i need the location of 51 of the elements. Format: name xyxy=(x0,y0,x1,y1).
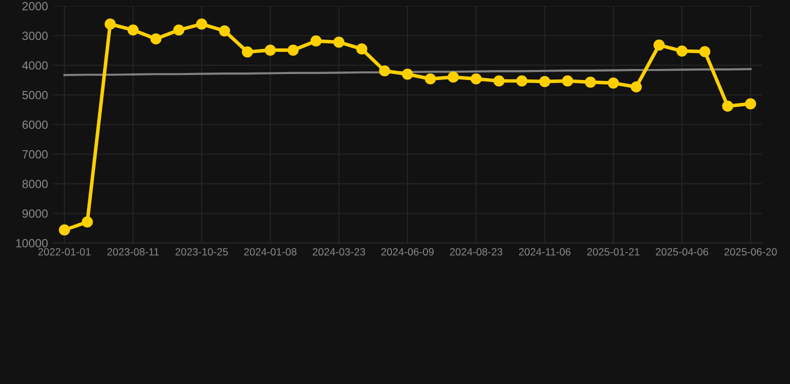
y-tick-label: 9000 xyxy=(22,209,48,218)
point xyxy=(562,75,574,87)
x-tick-label: 2025-04-06 xyxy=(656,248,708,256)
point xyxy=(82,216,93,228)
y-tick-label: 6000 xyxy=(22,120,48,129)
point xyxy=(699,46,710,58)
point xyxy=(516,75,528,87)
y-tick-label: 2000 xyxy=(22,2,48,10)
point xyxy=(173,24,184,36)
y-tick-label: 10000 xyxy=(16,239,48,248)
x-tick-label: 2024-08-23 xyxy=(450,248,502,256)
x-tick-label: 2024-06-09 xyxy=(381,248,434,256)
x-tick-label: 2024-11-06 xyxy=(518,248,571,256)
x-tick-label: 2025-01-21 xyxy=(587,248,640,256)
x-tick-label: 2022-01-01 xyxy=(38,248,91,256)
point xyxy=(448,72,459,83)
point xyxy=(584,76,596,88)
x-tick-label: 2023-08-11 xyxy=(107,248,159,256)
x-tick-label: 2024-01-08 xyxy=(244,248,296,256)
point xyxy=(676,45,688,57)
y-tick-label: 4000 xyxy=(22,61,48,70)
x-tick-label: 2023-10-25 xyxy=(176,248,228,256)
point xyxy=(104,18,116,30)
point xyxy=(608,77,619,89)
point xyxy=(127,24,139,36)
point xyxy=(218,25,230,36)
point xyxy=(654,40,665,51)
y-tick-label: 3000 xyxy=(22,32,48,40)
y-tick-label: 7000 xyxy=(22,150,48,159)
point xyxy=(288,44,299,56)
point xyxy=(745,98,756,110)
x-tick-label: 2025-06-20 xyxy=(724,248,777,256)
point xyxy=(333,36,344,48)
point xyxy=(539,76,550,88)
y-tick-label: 8000 xyxy=(22,180,48,188)
x-tick-label: 2024-03-23 xyxy=(312,248,366,256)
point xyxy=(150,33,162,44)
point xyxy=(493,75,505,87)
point xyxy=(196,18,208,30)
point xyxy=(379,65,390,76)
point xyxy=(356,43,368,55)
point xyxy=(242,46,253,58)
point xyxy=(310,35,322,47)
point xyxy=(402,68,414,80)
point xyxy=(470,73,482,84)
point xyxy=(58,224,70,236)
point xyxy=(630,81,642,92)
point xyxy=(264,44,276,56)
point xyxy=(424,73,436,84)
point xyxy=(722,100,734,112)
y-tick-label: 5000 xyxy=(22,90,48,100)
